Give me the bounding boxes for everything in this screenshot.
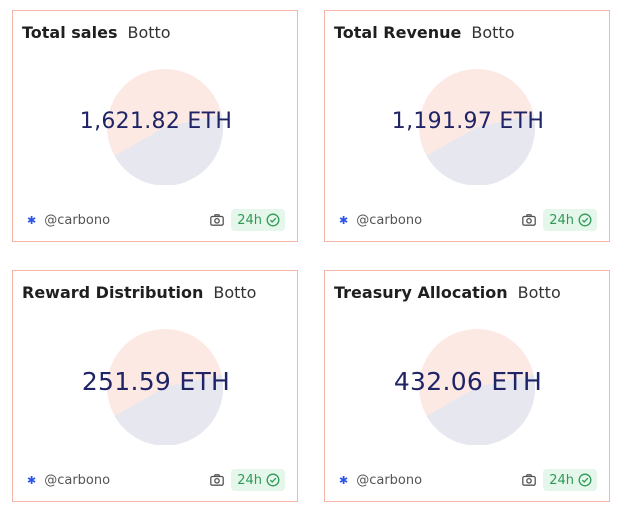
snowflake-icon: ✱ [339,213,349,227]
card-total-revenue[interactable]: Total Revenue Botto 1,191.97 ETH ✱ @carbo… [324,10,610,242]
period-label: 24h [549,212,574,228]
period-label: 24h [549,472,574,488]
period-label: 24h [237,472,262,488]
author-link[interactable]: ✱ @carbono [339,473,422,488]
camera-icon[interactable] [209,212,225,228]
author-link[interactable]: ✱ @carbono [27,473,110,488]
period-badge[interactable]: 24h [231,209,285,231]
card-footer: ✱ @carbono 24h [339,209,597,231]
card-value: 432.06 ETH [393,367,543,396]
background-pie-chart [419,69,535,185]
check-circle-icon [578,213,592,227]
card-title: Treasury Allocation [334,283,508,302]
snowflake-icon: ✱ [27,473,37,487]
author-name: @carbono [44,472,111,488]
check-circle-icon [266,213,280,227]
background-pie-chart [107,329,223,445]
snowflake-icon: ✱ [27,213,37,227]
background-pie-chart [419,329,535,445]
card-header: Treasury Allocation Botto [334,283,561,302]
card-reward-distribution[interactable]: Reward Distribution Botto 251.59 ETH ✱ @c… [12,270,298,502]
card-value: 1,191.97 ETH [391,109,545,134]
card-footer: ✱ @carbono 24h [27,209,285,231]
check-circle-icon [578,473,592,487]
card-header: Total Revenue Botto [334,23,514,42]
card-header: Total sales Botto [22,23,171,42]
period-badge[interactable]: 24h [231,469,285,491]
camera-icon[interactable] [521,212,537,228]
period-badge[interactable]: 24h [543,209,597,231]
card-title: Reward Distribution [22,283,204,302]
card-project: Botto [127,23,171,42]
card-value: 1,621.82 ETH [79,109,233,134]
period-badge[interactable]: 24h [543,469,597,491]
author-link[interactable]: ✱ @carbono [339,213,422,228]
camera-icon[interactable] [521,472,537,488]
snowflake-icon: ✱ [339,473,349,487]
card-project: Botto [213,283,257,302]
card-header: Reward Distribution Botto [22,283,256,302]
period-label: 24h [237,212,262,228]
card-total-sales[interactable]: Total sales Botto 1,621.82 ETH ✱ @carbono… [12,10,298,242]
card-value: 251.59 ETH [81,367,231,396]
card-title: Total Revenue [334,23,462,42]
author-link[interactable]: ✱ @carbono [27,213,110,228]
card-treasury-allocation[interactable]: Treasury Allocation Botto 432.06 ETH ✱ @c… [324,270,610,502]
background-pie-chart [107,69,223,185]
card-project: Botto [517,283,561,302]
author-name: @carbono [356,472,423,488]
author-name: @carbono [44,212,111,228]
camera-icon[interactable] [209,472,225,488]
card-footer: ✱ @carbono 24h [339,469,597,491]
card-project: Botto [471,23,515,42]
author-name: @carbono [356,212,423,228]
card-title: Total sales [22,23,118,42]
check-circle-icon [266,473,280,487]
card-footer: ✱ @carbono 24h [27,469,285,491]
